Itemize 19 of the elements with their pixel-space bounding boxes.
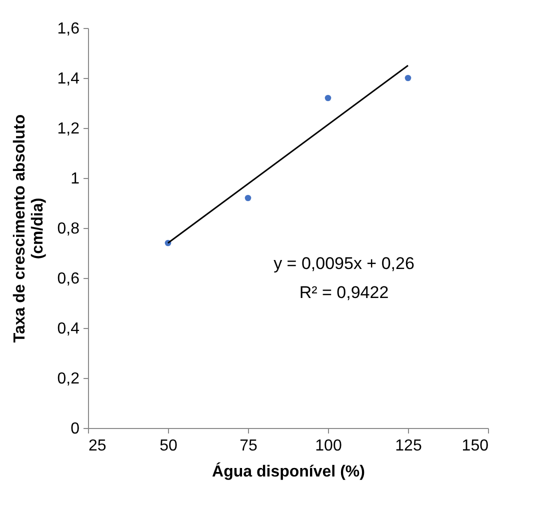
x-tick-label: 150 xyxy=(462,438,489,454)
y-tick-label: 0 xyxy=(70,420,80,438)
x-tick-label: 25 xyxy=(88,438,106,454)
x-tick-label: 125 xyxy=(395,438,422,454)
y-tick-label: 0,8 xyxy=(57,220,80,238)
y-tick-label: 1,4 xyxy=(57,70,80,88)
y-tick-label: 0,6 xyxy=(57,270,80,288)
x-tick-label: 75 xyxy=(240,438,258,454)
y-tick-label: 1,2 xyxy=(57,120,80,138)
y-tick-label: 0,4 xyxy=(57,320,80,338)
annotation: R² = 0,9422 xyxy=(299,283,389,302)
y-tick-label: 0,2 xyxy=(57,370,80,388)
y-tick-label: 1,6 xyxy=(57,20,80,38)
annotation: y = 0,0095x + 0,26 xyxy=(274,254,414,273)
x-tick-label: 100 xyxy=(315,438,342,454)
x-axis-title: Água disponível (%) xyxy=(212,462,365,480)
y-tick-label: 1 xyxy=(70,170,80,188)
x-tick-label: 50 xyxy=(160,438,178,454)
y-axis-title: Taxa de crescimento absoluto (cm/dia) xyxy=(11,114,46,343)
